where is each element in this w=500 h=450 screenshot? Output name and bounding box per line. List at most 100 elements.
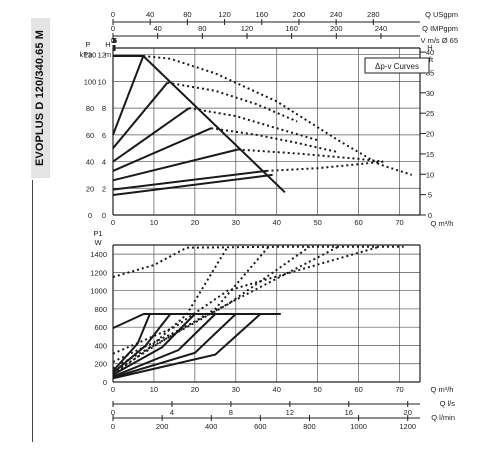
power-curve-5 bbox=[112, 313, 237, 379]
power-y-tick: 200 bbox=[94, 360, 107, 369]
power-x-tick: 70 bbox=[395, 385, 403, 394]
bottom-lmin-tick: 600 bbox=[254, 422, 267, 431]
head-curve-3 bbox=[112, 107, 190, 163]
bottom-ls-label: Q l/s bbox=[440, 399, 456, 408]
head-ft-tick: 25 bbox=[426, 109, 434, 118]
head-x-tick: 20 bbox=[191, 218, 199, 227]
top-velocity-tick: 0 bbox=[111, 36, 115, 45]
power-x-tick: 0 bbox=[111, 385, 115, 394]
power-y-tick: 0 bbox=[103, 378, 107, 387]
power-y-label: P1 bbox=[93, 229, 102, 238]
head-kpa-tick: 40 bbox=[86, 158, 94, 167]
power-curve-6 bbox=[112, 313, 262, 380]
legend-text: Δp-v Curves bbox=[375, 62, 419, 71]
head-curve-13 bbox=[266, 160, 384, 172]
head-m-tick: 8 bbox=[102, 104, 106, 113]
bottom-lmin-label: Q l/min bbox=[431, 413, 455, 422]
top-impgpm-tick: 40 bbox=[153, 24, 161, 33]
power-curve-4 bbox=[112, 313, 216, 378]
top-usgpm-tick: 280 bbox=[367, 10, 380, 19]
bottom-ls-tick: 16 bbox=[345, 408, 353, 417]
head-kpa-tick: 0 bbox=[88, 211, 92, 220]
head-curve-10 bbox=[188, 107, 318, 142]
top-usgpm-tick: 160 bbox=[255, 10, 268, 19]
head-kpa-tick: 120 bbox=[84, 51, 97, 60]
top-usgpm-tick: 200 bbox=[293, 10, 306, 19]
top-impgpm-tick: 80 bbox=[198, 24, 206, 33]
head-m-tick: 2 bbox=[102, 184, 106, 193]
power-curve-1 bbox=[112, 313, 151, 372]
head-x-tick: 60 bbox=[354, 218, 362, 227]
top-usgpm-tick: 120 bbox=[218, 10, 231, 19]
power-y-unit: W bbox=[94, 238, 102, 247]
power-curve-3 bbox=[112, 313, 196, 376]
legend-box bbox=[364, 57, 430, 74]
head-curve-8 bbox=[143, 55, 413, 176]
head-curve-5 bbox=[112, 148, 239, 182]
head-ft-tick: 10 bbox=[426, 170, 434, 179]
power-y-tick: 600 bbox=[94, 323, 107, 332]
top-impgpm-tick: 0 bbox=[111, 24, 115, 33]
head-x-tick: 30 bbox=[232, 218, 240, 227]
head-x-tick: 70 bbox=[395, 218, 403, 227]
top-velocity-tick: 6 bbox=[113, 36, 117, 45]
bottom-ls-tick: 4 bbox=[170, 408, 174, 417]
head-kpa-tick: 20 bbox=[86, 184, 94, 193]
power-x-tick: 50 bbox=[313, 385, 321, 394]
head-m-label: H bbox=[105, 40, 110, 49]
bottom-ls-tick: 0 bbox=[111, 408, 115, 417]
head-x-tick: 50 bbox=[313, 218, 321, 227]
head-ft-tick: 20 bbox=[426, 130, 434, 139]
head-ft-tick: 30 bbox=[426, 89, 434, 98]
bottom-lmin-tick: 800 bbox=[303, 422, 316, 431]
power-curve-11 bbox=[112, 246, 270, 374]
head-curve-6 bbox=[112, 169, 267, 191]
top-impgpm-tick: 200 bbox=[330, 24, 343, 33]
top-impgpm-tick: 160 bbox=[285, 24, 298, 33]
head-m-tick: 12 bbox=[98, 51, 106, 60]
head-x-tick: 10 bbox=[150, 218, 158, 227]
power-curve-12 bbox=[112, 246, 229, 376]
power-x-label: Q m³/h bbox=[431, 385, 454, 394]
power-y-tick: 800 bbox=[94, 305, 107, 314]
power-curve-8 bbox=[112, 245, 380, 355]
head-ft-tick: 40 bbox=[426, 48, 434, 57]
head-m-tick: 6 bbox=[102, 131, 106, 140]
bottom-lmin-tick: 400 bbox=[205, 422, 218, 431]
top-usgpm-tick: 80 bbox=[183, 10, 191, 19]
head-curve-2 bbox=[112, 82, 169, 149]
head-curve-12 bbox=[237, 148, 384, 163]
bottom-lmin-tick: 1000 bbox=[350, 422, 367, 431]
top-usgpm-tick: 240 bbox=[330, 10, 343, 19]
head-kpa-label-unit: kPa bbox=[80, 50, 94, 59]
bottom-ls-tick: 20 bbox=[404, 408, 412, 417]
head-ft-tick: 15 bbox=[426, 150, 434, 159]
head-curve-11 bbox=[211, 127, 339, 154]
power-curve-10 bbox=[112, 245, 311, 370]
head-ft-label-unit: ft bbox=[429, 55, 434, 64]
top-velocity-tick: 5 bbox=[113, 36, 117, 45]
power-x-tick: 30 bbox=[232, 385, 240, 394]
top-velocity-tick: 2 bbox=[112, 36, 116, 45]
bottom-lmin-tick: 1200 bbox=[399, 422, 416, 431]
top-impgpm-tick: 120 bbox=[241, 24, 254, 33]
top-velocity-tick: 1 bbox=[111, 36, 115, 45]
head-curve-1 bbox=[112, 55, 145, 136]
top-usgpm-tick: 0 bbox=[111, 10, 115, 19]
head-m-tick: 10 bbox=[98, 77, 106, 86]
power-x-tick: 10 bbox=[150, 385, 158, 394]
top-impgpm-tick: 240 bbox=[375, 24, 388, 33]
head-curve-9 bbox=[167, 81, 298, 123]
head-m-tick: 4 bbox=[102, 158, 106, 167]
power-y-tick: 1200 bbox=[90, 268, 107, 277]
bottom-ls-tick: 12 bbox=[286, 408, 294, 417]
head-curve-4 bbox=[112, 127, 212, 172]
head-m-unit: m bbox=[105, 50, 111, 59]
top-velocity-tick: 3 bbox=[112, 36, 116, 45]
bottom-ls-tick: 8 bbox=[229, 408, 233, 417]
head-kpa-label-p: P bbox=[85, 40, 90, 49]
head-kpa-tick: 100 bbox=[84, 77, 97, 86]
head-ft-tick: 35 bbox=[426, 68, 434, 77]
head-kpa-tick: 60 bbox=[86, 131, 94, 140]
